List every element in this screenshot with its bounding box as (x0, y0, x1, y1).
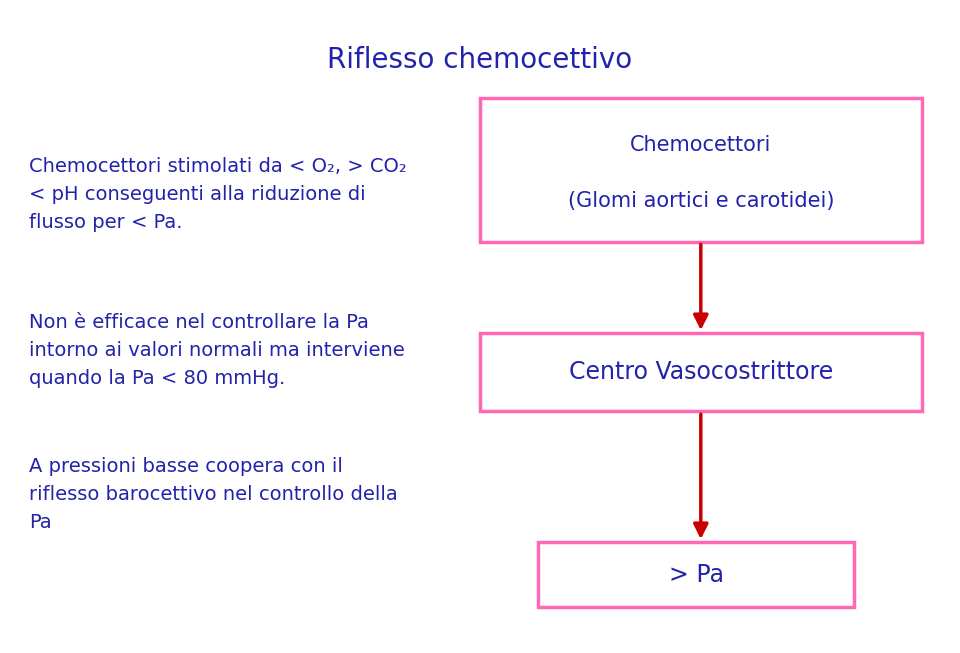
Text: (Glomi aortici e carotidei): (Glomi aortici e carotidei) (567, 191, 834, 212)
Text: Riflesso chemocettivo: Riflesso chemocettivo (327, 46, 633, 74)
FancyBboxPatch shape (480, 98, 922, 242)
Text: > Pa: > Pa (668, 563, 724, 586)
Text: Chemocettori: Chemocettori (630, 135, 772, 155)
Text: Chemocettori stimolati da < O₂, > CO₂
< pH conseguenti alla riduzione di
flusso : Chemocettori stimolati da < O₂, > CO₂ < … (29, 157, 406, 232)
Text: A pressioni basse coopera con il
riflesso barocettivo nel controllo della
Pa: A pressioni basse coopera con il rifless… (29, 457, 397, 532)
Text: Centro Vasocostrittore: Centro Vasocostrittore (568, 360, 833, 384)
FancyBboxPatch shape (480, 333, 922, 411)
Text: Non è efficace nel controllare la Pa
intorno ai valori normali ma interviene
qua: Non è efficace nel controllare la Pa int… (29, 313, 404, 389)
FancyBboxPatch shape (538, 542, 854, 607)
